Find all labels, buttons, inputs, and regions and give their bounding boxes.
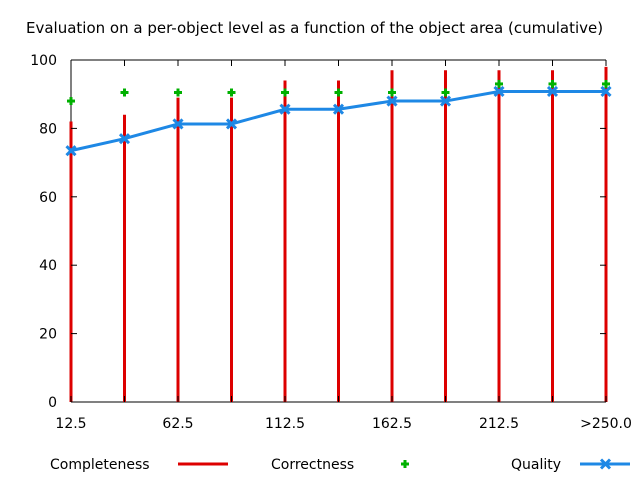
legend-correctness-swatch (401, 460, 409, 468)
correctness-point (495, 79, 503, 88)
legend-quality-label: Quality (511, 457, 561, 473)
correctness-point (334, 88, 343, 97)
quality-point (386, 95, 398, 107)
x-tick-label: 112.5 (265, 416, 305, 432)
legend-correctness-label: Correctness (271, 457, 354, 473)
quality-point (493, 85, 505, 98)
quality-point (332, 103, 345, 115)
legend-quality-swatch (580, 458, 630, 470)
correctness-point (281, 88, 289, 97)
chart-title: Evaluation on a per-object level as a fu… (26, 19, 603, 37)
correctness-point (174, 88, 182, 97)
correctness-point (548, 79, 557, 88)
y-tick-label: 60 (39, 190, 57, 206)
quality-point (65, 145, 77, 157)
quality-point (600, 85, 612, 98)
x-tick-label: 12.5 (55, 416, 86, 432)
quality-point (225, 118, 238, 130)
correctness-point (388, 88, 396, 97)
quality-point (118, 133, 131, 145)
correctness-point (227, 88, 236, 97)
quality-point (172, 118, 184, 130)
y-tick-label: 0 (48, 395, 57, 411)
y-tick-label: 100 (30, 53, 57, 69)
correctness-point (67, 97, 75, 106)
x-tick-label: >250.0 (580, 416, 632, 432)
quality-point (279, 103, 291, 115)
correctness-point (441, 88, 450, 97)
x-tick-label: 62.5 (162, 416, 193, 432)
quality-point (546, 85, 559, 98)
y-tick-label: 20 (39, 327, 57, 343)
quality-point (439, 95, 452, 107)
correctness-point (602, 79, 610, 88)
correctness-point (120, 88, 129, 97)
y-tick-label: 40 (39, 258, 57, 274)
x-tick-label: 162.5 (372, 416, 412, 432)
y-tick-label: 80 (39, 121, 57, 137)
x-tick-label: 212.5 (479, 416, 519, 432)
legend-completeness-label: Completeness (50, 457, 150, 473)
